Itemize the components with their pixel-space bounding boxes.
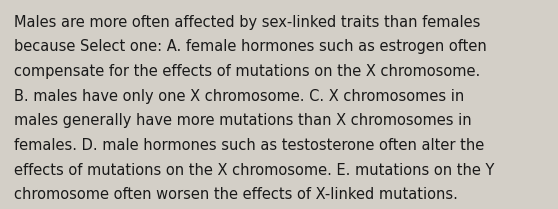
Text: males generally have more mutations than X chromosomes in: males generally have more mutations than… [14,113,472,128]
Text: because Select one: A. female hormones such as estrogen often: because Select one: A. female hormones s… [14,39,487,54]
Text: females. D. male hormones such as testosterone often alter the: females. D. male hormones such as testos… [14,138,484,153]
Text: Males are more often affected by sex-linked traits than females: Males are more often affected by sex-lin… [14,15,480,30]
Text: compensate for the effects of mutations on the X chromosome.: compensate for the effects of mutations … [14,64,480,79]
Text: effects of mutations on the X chromosome. E. mutations on the Y: effects of mutations on the X chromosome… [14,163,494,178]
Text: chromosome often worsen the effects of X-linked mutations.: chromosome often worsen the effects of X… [14,187,458,202]
Text: B. males have only one X chromosome. C. X chromosomes in: B. males have only one X chromosome. C. … [14,89,464,104]
